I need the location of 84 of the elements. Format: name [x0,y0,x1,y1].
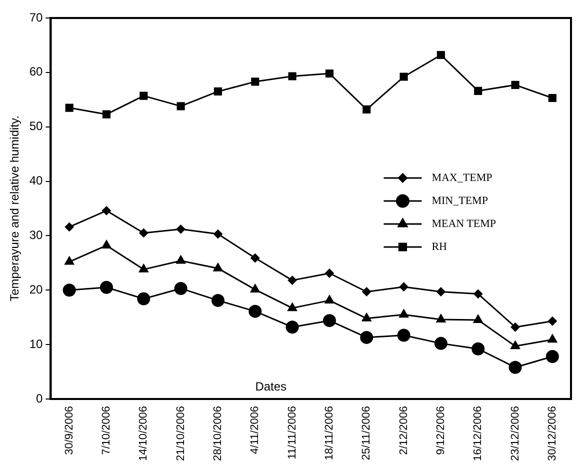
x-tick-label: 23/12/2006 [509,406,522,462]
point [174,282,188,295]
point [137,292,150,306]
point [322,314,336,328]
y-tick-label: 60 [29,64,44,79]
point [474,289,483,298]
point [546,350,559,363]
x-tick-label: 7/10/2006 [100,406,113,455]
point [214,87,222,96]
point [360,330,374,344]
y-axis-title: Temperayure and relative humidity. [8,116,22,302]
x-tick-label: 30/9/2006 [63,406,76,455]
point [100,280,113,294]
x-tick-label: 28/10/2006 [212,406,224,462]
point [65,104,74,112]
y-tick-label: 50 [29,119,44,134]
point [436,50,445,60]
point [287,302,298,312]
x-tick-label: 21/10/2006 [174,406,187,462]
legend-label: MIN_TEMP [432,194,488,207]
point [434,336,448,350]
point [511,80,520,89]
y-tick-label: 30 [29,228,44,242]
point [398,309,409,318]
point [250,253,260,262]
y-tick-label: 10 [29,336,44,351]
x-tick-label: 25/11/2006 [360,406,373,460]
y-tick-label: 20 [29,282,44,296]
point [251,78,260,86]
point [140,92,148,100]
point [102,240,112,248]
point [473,314,483,324]
legend-label: RH [432,240,448,253]
x-axis-title: Dates [255,379,287,394]
point [436,314,446,322]
y-tick-label: 70 [29,10,44,24]
x-tick-label: 11/11/2006 [286,406,298,460]
point [64,256,74,265]
point [325,69,334,78]
point [548,94,556,102]
point [64,222,74,232]
x-tick-label: 16/12/2006 [472,406,484,462]
point [102,206,111,216]
point [508,360,522,374]
point [176,102,185,110]
point [362,312,372,322]
point [548,334,558,343]
point [286,320,299,334]
point [324,268,334,278]
point [211,294,224,307]
point [324,294,334,304]
point [548,316,557,326]
point [213,230,222,239]
point [399,282,408,292]
point [362,287,372,296]
point [248,304,262,318]
point [102,110,111,118]
point [138,264,148,272]
x-tick-label: 18/11/2006 [323,406,336,460]
point [400,72,408,81]
point [213,262,223,272]
point [510,322,520,332]
point [250,284,260,293]
point [397,328,410,342]
x-tick-label: 14/10/2006 [138,406,150,462]
point [62,284,76,297]
point [510,340,520,350]
x-tick-label: 2/12/2006 [398,406,410,455]
point [288,276,297,285]
point [436,287,446,296]
x-tick-label: 9/12/2006 [434,406,447,455]
point [472,342,485,356]
point [139,228,148,238]
point [288,72,296,80]
point [474,86,482,95]
x-tick-label: 30/12/2006 [546,406,558,462]
y-tick-label: 40 [29,174,44,188]
point [362,105,371,114]
x-tick-label: 4/11/2006 [249,406,262,454]
y-tick-label: 0 [36,391,44,406]
point [176,224,186,234]
point [176,255,186,264]
legend-label: MAX_TEMP [432,172,492,184]
legend-label: MEAN TEMP [432,218,496,230]
